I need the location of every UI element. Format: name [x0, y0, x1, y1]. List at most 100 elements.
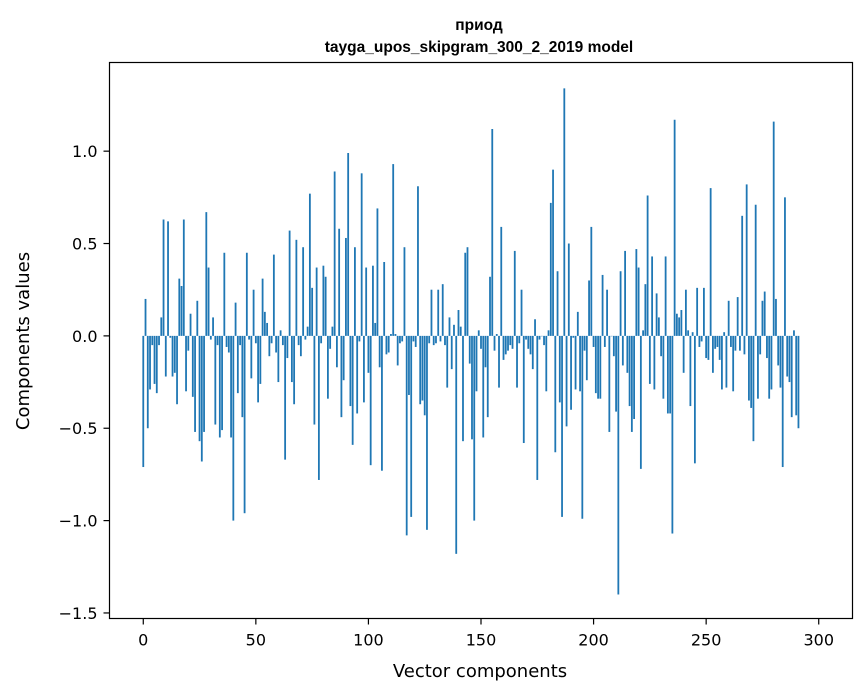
bar-243: [689, 335, 692, 407]
bar-136: [448, 317, 451, 336]
bar-285: [784, 197, 786, 336]
x-axis-label: Vector components: [393, 661, 567, 682]
bar-124: [421, 335, 424, 401]
bar-242: [687, 330, 690, 336]
bar-48: [250, 335, 253, 379]
bar-154: [489, 276, 491, 336]
bar-85: [333, 171, 336, 336]
bar-217: [630, 335, 633, 432]
bar-103: [374, 322, 377, 336]
bar-109: [387, 335, 390, 353]
bar-220: [637, 267, 640, 336]
bar-122: [417, 186, 419, 336]
bar-256: [718, 335, 721, 360]
bar-77: [315, 267, 318, 336]
chart-title: приод: [455, 17, 503, 34]
bar-188: [565, 335, 568, 427]
bar-1: [144, 298, 147, 336]
bar-110: [390, 334, 392, 336]
bar-92: [349, 335, 352, 407]
bar-83: [329, 335, 332, 349]
bar-36: [223, 252, 226, 336]
bar-138: [453, 324, 455, 336]
bar-241: [684, 289, 687, 336]
bar-146: [471, 335, 473, 440]
bar-140: [457, 310, 460, 336]
bar-52: [259, 335, 262, 384]
bar-17: [180, 286, 183, 336]
bar-183: [554, 335, 557, 453]
bar-143: [464, 252, 467, 336]
bar-37: [225, 335, 228, 347]
bar-107: [383, 262, 386, 336]
bar-186: [561, 335, 563, 517]
bar-265: [739, 335, 741, 351]
bar-23: [194, 335, 196, 432]
bar-34: [218, 335, 221, 438]
bar-270: [750, 335, 753, 408]
bar-31: [212, 317, 214, 336]
bar-175: [536, 335, 539, 480]
bar-134: [444, 335, 446, 346]
bar-90: [345, 237, 347, 336]
bar-93: [351, 335, 354, 445]
bar-10: [164, 335, 167, 377]
bar-131: [437, 289, 440, 336]
bar-87: [338, 228, 341, 336]
bar-55: [266, 322, 269, 336]
bar-157: [495, 334, 498, 336]
bar-2: [146, 335, 149, 429]
bar-0: [142, 335, 145, 468]
bar-60: [277, 335, 280, 383]
bar-253: [712, 335, 714, 373]
bar-193: [576, 311, 579, 336]
bar-130: [435, 335, 437, 344]
bar-43: [239, 335, 241, 346]
bar-178: [543, 335, 545, 346]
bar-276: [763, 291, 766, 336]
bar-108: [385, 335, 388, 355]
bar-168: [520, 289, 523, 336]
bar-219: [635, 249, 638, 336]
bar-197: [585, 335, 588, 381]
bar-66: [290, 335, 293, 383]
bar-112: [394, 334, 397, 336]
y-axis-ticks: −1.5 −1.0 −0.5 0.0 0.5 1.0: [59, 142, 110, 623]
bar-42: [236, 335, 239, 394]
bar-128: [430, 289, 433, 336]
bar-149: [477, 330, 480, 336]
bar-24: [196, 300, 199, 336]
y-axis-label: Components values: [13, 252, 34, 430]
y-tick-label: −1.5: [59, 604, 98, 623]
bar-250: [705, 335, 708, 359]
bar-57: [270, 335, 273, 344]
bar-163: [509, 335, 512, 346]
bar-176: [538, 335, 541, 340]
bar-213: [621, 335, 624, 366]
bar-287: [788, 335, 791, 383]
bar-100: [367, 335, 370, 373]
bar-144: [466, 247, 469, 336]
bar-22: [191, 335, 194, 397]
bar-91: [347, 153, 350, 336]
bar-184: [556, 271, 559, 336]
x-tick-label: 150: [466, 631, 497, 650]
bar-41: [234, 302, 237, 336]
bar-20: [187, 335, 190, 351]
bar-283: [779, 335, 782, 388]
bar-196: [583, 335, 586, 351]
bar-192: [574, 335, 577, 390]
x-axis-ticks: 0 50 100 150 200 250 300: [138, 618, 834, 650]
bar-212: [619, 271, 622, 336]
bar-7: [158, 335, 160, 346]
bar-232: [664, 256, 667, 336]
bar-222: [642, 330, 645, 336]
bar-27: [203, 335, 205, 432]
bar-273: [757, 335, 759, 399]
bar-63: [284, 335, 287, 460]
bar-167: [518, 335, 521, 344]
bar-195: [581, 335, 584, 519]
x-tick-label: 100: [353, 631, 384, 650]
bar-19: [185, 335, 187, 392]
